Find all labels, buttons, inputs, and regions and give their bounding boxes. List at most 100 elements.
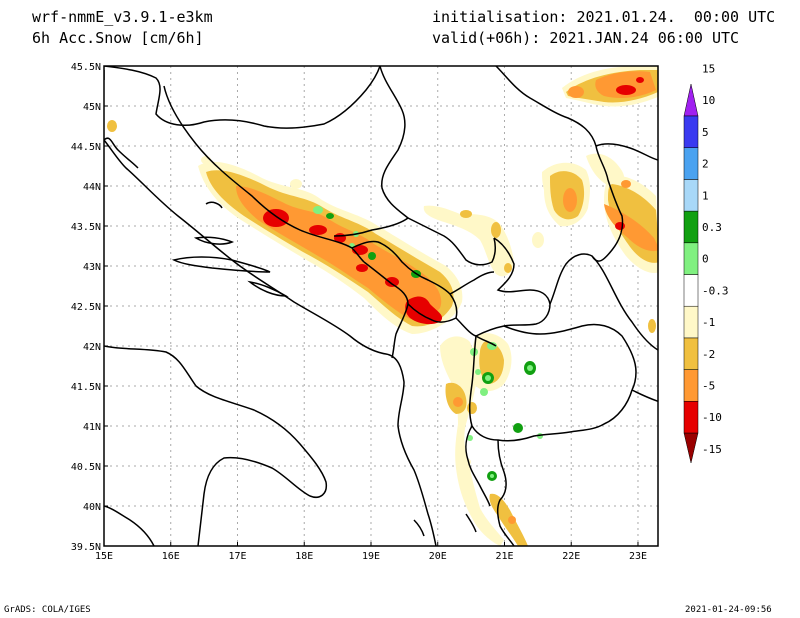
footer-left: GrADS: COLA/IGES	[4, 605, 91, 615]
colorbar: -15 -10 -5 -2 -1 -0.3 0 0.3 1 2 5 10 15	[683, 62, 729, 464]
lat-tick-label: 43N	[83, 262, 101, 273]
colorbar-swatch	[683, 242, 699, 275]
island	[247, 280, 289, 297]
snow-core-red	[356, 264, 368, 272]
snow-green	[475, 369, 481, 375]
lat-tick-label: 42.5N	[71, 302, 101, 313]
lat-tick-label: 43.5N	[71, 222, 101, 233]
border	[591, 179, 624, 262]
model-title: wrf-nmmE_v3.9.1-e3km	[32, 8, 213, 26]
colorbar-swatch	[683, 179, 699, 212]
snow-green	[490, 474, 494, 478]
lat-tick-label: 44N	[83, 182, 101, 193]
colorbar-swatch	[683, 274, 699, 307]
snow-green	[480, 388, 488, 396]
border	[549, 253, 658, 351]
balkan-coastline	[104, 139, 437, 546]
lon-tick-label: 22E	[562, 551, 580, 562]
border	[449, 271, 495, 295]
colorbar-label: -0.3	[702, 284, 729, 297]
snow-area-light	[423, 205, 514, 277]
border	[503, 323, 637, 391]
border	[351, 240, 458, 323]
lon-tick-label: 21E	[495, 551, 513, 562]
snow-green	[368, 252, 376, 260]
lat-tick-label: 39.5N	[71, 542, 101, 553]
colorbar-label: 0.3	[702, 221, 722, 234]
colorbar-swatch	[683, 369, 699, 402]
border	[595, 143, 658, 161]
border	[496, 439, 515, 546]
colorbar-lower-triangle	[683, 432, 699, 464]
kvarner-coast	[104, 137, 139, 169]
snow-area-orange	[563, 188, 577, 212]
border	[475, 237, 551, 337]
border	[465, 425, 491, 507]
snow-area-orange	[568, 86, 584, 98]
snow-area-orange	[453, 397, 463, 407]
colorbar-label: -5	[702, 379, 715, 392]
borders-coastlines	[104, 66, 658, 546]
colorbar-label: -10	[702, 411, 722, 424]
snow-area-yellow	[491, 222, 501, 238]
lat-tick-label: 42N	[83, 342, 101, 353]
lon-tick-label: 23E	[629, 551, 647, 562]
lat-tick-label: 45N	[83, 102, 101, 113]
colorbar-label: 5	[702, 126, 709, 139]
longitude-axis: 15E 16E 17E 18E 19E 20E 21E 22E 23E	[95, 542, 647, 562]
lat-tick-label: 41N	[83, 422, 101, 433]
island	[465, 513, 477, 533]
snow-area-yellow	[460, 210, 472, 218]
colorbar-swatch	[683, 337, 699, 370]
snow-green	[487, 342, 497, 350]
colorbar-label: 1	[702, 189, 709, 202]
lat-tick-label: 44.5N	[71, 142, 101, 153]
lat-tick-label: 40.5N	[71, 462, 101, 473]
snow-area-yellow	[467, 402, 477, 414]
snowfall-field	[107, 66, 658, 546]
lon-tick-label: 16E	[162, 551, 180, 562]
snow-green	[485, 375, 491, 381]
island	[171, 256, 271, 273]
snow-area-light	[290, 179, 302, 189]
snow-area-orange	[621, 180, 631, 188]
snow-green	[313, 206, 323, 214]
colorbar-label: 0	[702, 253, 709, 266]
italy-coast	[104, 345, 328, 546]
lon-tick-label: 15E	[95, 551, 113, 562]
border	[495, 66, 609, 181]
colorbar-label: 2	[702, 158, 709, 171]
snow-core-red	[405, 296, 443, 325]
italy-heel	[104, 505, 155, 546]
snow-core-red	[636, 77, 644, 83]
colorbar-swatch	[683, 147, 699, 180]
border	[104, 66, 381, 129]
lat-tick-label: 41.5N	[71, 382, 101, 393]
border	[333, 66, 410, 237]
border	[407, 217, 497, 266]
border	[631, 389, 658, 403]
colorbar-label: -1	[702, 316, 715, 329]
init-time: initialisation: 2021.01.24. 00:00 UTC	[432, 8, 776, 26]
snow-area-yellow	[504, 263, 512, 273]
colorbar-swatch	[683, 401, 699, 434]
lon-tick-label: 17E	[228, 551, 246, 562]
snow-area-orange	[604, 204, 658, 251]
snow-area-light	[532, 232, 544, 248]
snow-area-yellow	[648, 319, 656, 333]
snow-green	[467, 435, 473, 441]
colorbar-label: -2	[702, 348, 715, 361]
lat-tick-label: 40N	[83, 502, 101, 513]
footer-timestamp: 2021-01-24-09:56	[685, 605, 772, 615]
colorbar-label: -15	[702, 443, 722, 456]
lat-tick-label: 45.5N	[71, 62, 101, 73]
snow-core-red	[309, 225, 327, 235]
latitude-axis: 39.5N 40N 40.5N 41N 41.5N 42N 42.5N 43N 43.5N 44N…	[71, 62, 108, 553]
snow-green	[513, 423, 523, 433]
snow-green	[527, 365, 533, 371]
snow-area-yellow	[107, 120, 117, 132]
field-title: 6h Acc.Snow [cm/6h]	[32, 29, 204, 47]
colorbar-swatch	[683, 210, 699, 244]
colorbar-swatch	[683, 115, 699, 148]
